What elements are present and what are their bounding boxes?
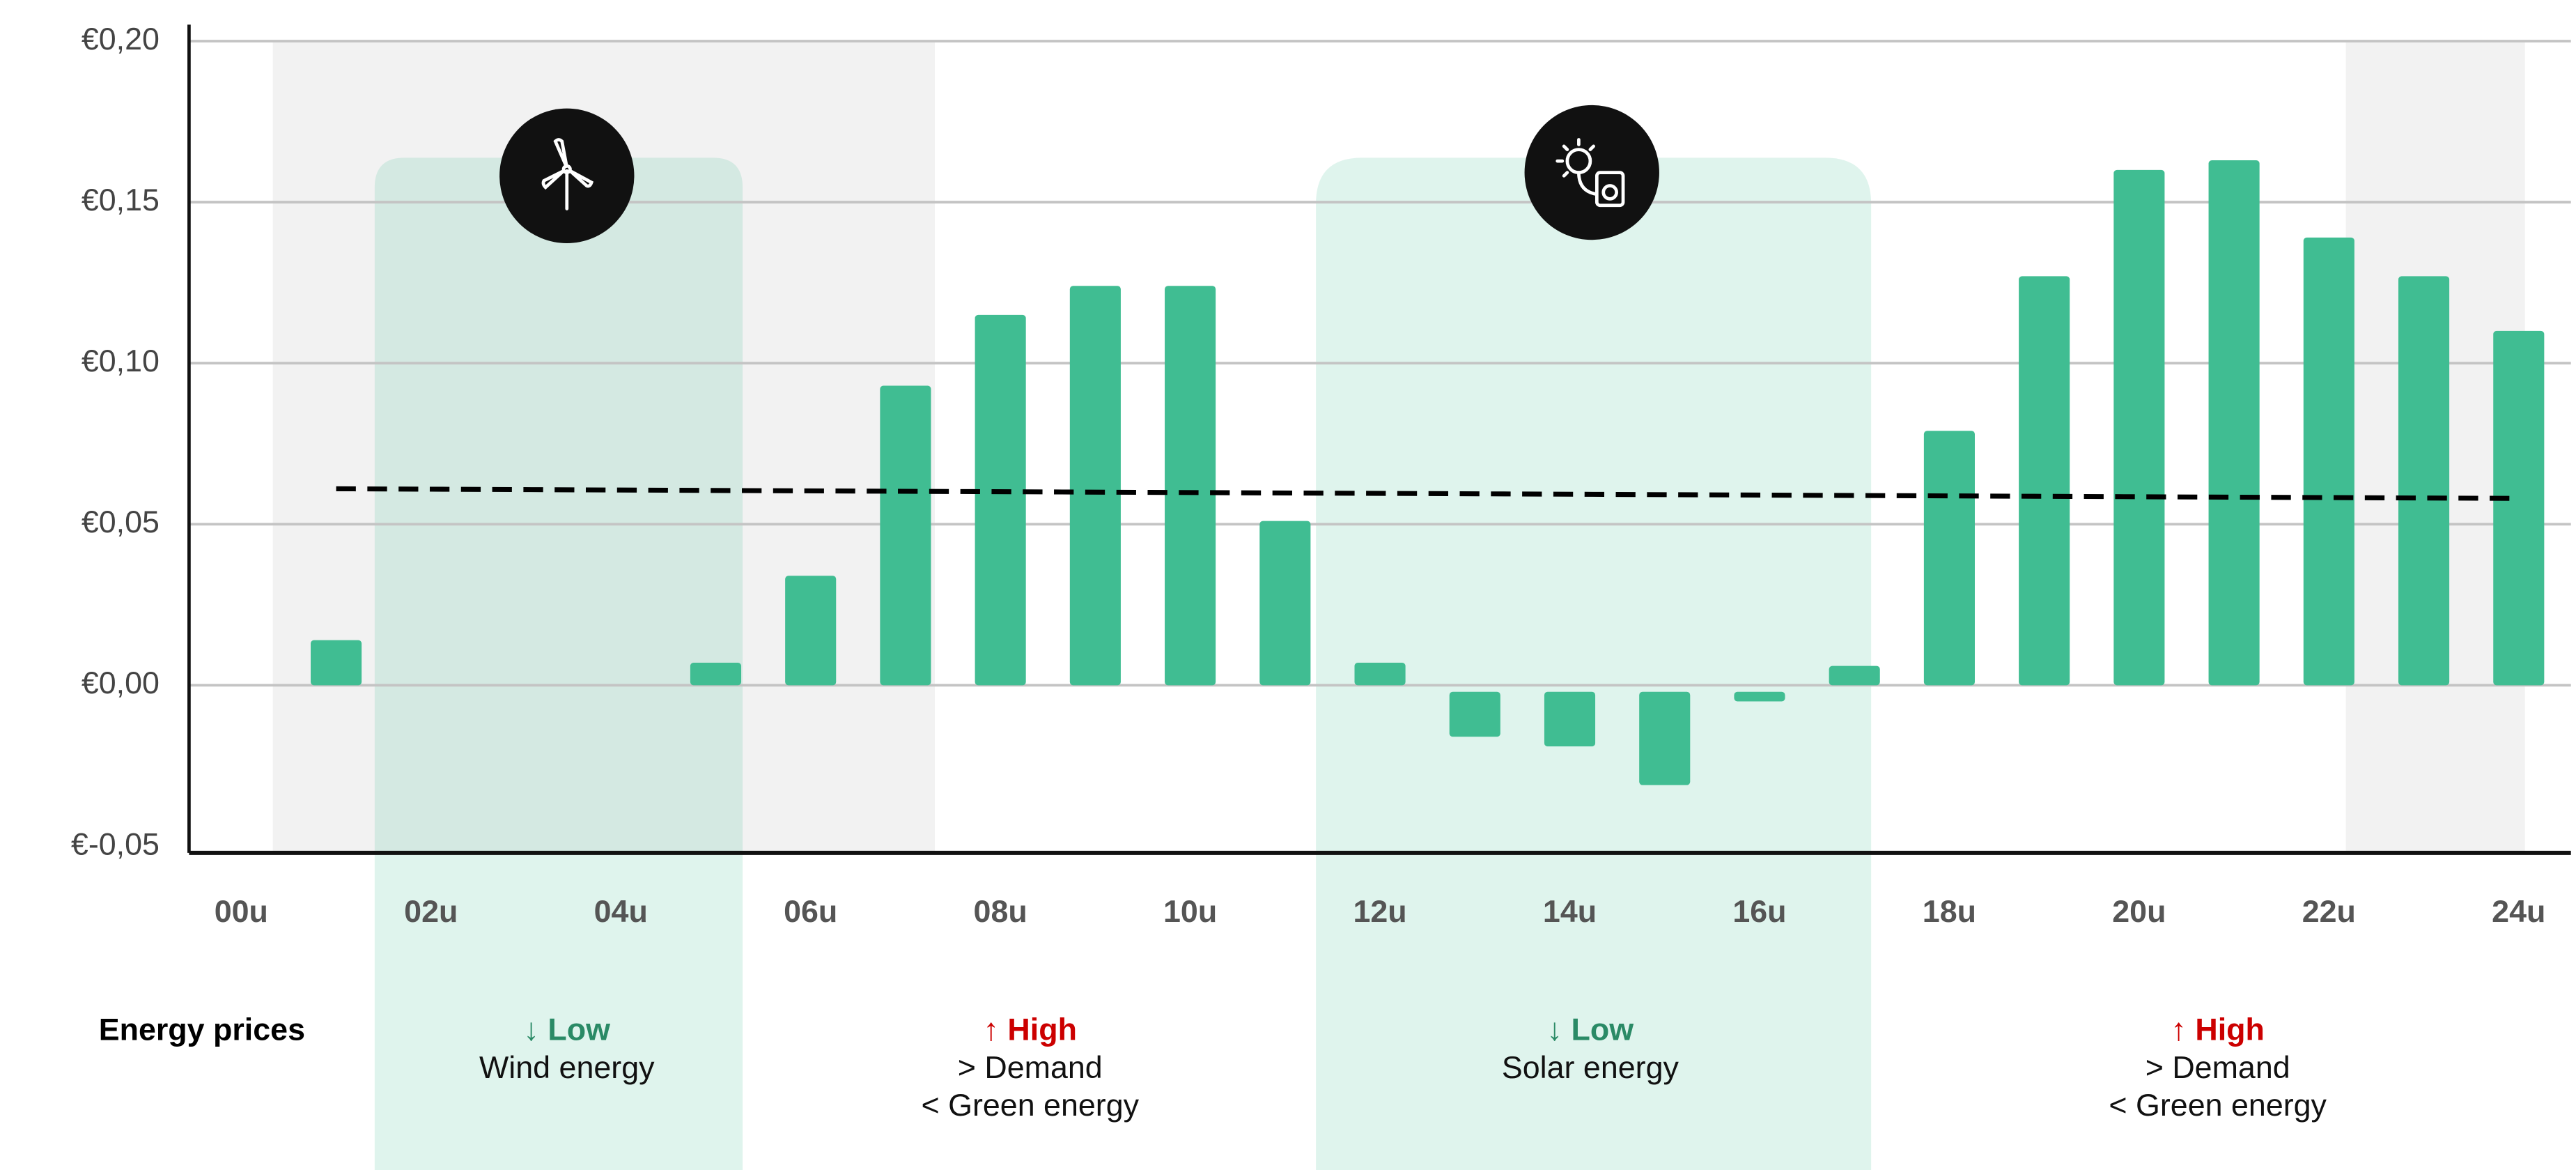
- bar: [1165, 286, 1216, 686]
- note-line: Solar energy: [1502, 1050, 1679, 1085]
- x-tick-label: 24u: [2492, 894, 2545, 929]
- bar: [1544, 691, 1596, 747]
- plot: €-0,05 €0,00 €0,05 €0,10 €0,15 €0,20 00u 02u 04u…: [71, 22, 2571, 929]
- bar: [311, 640, 362, 686]
- note-line: > Demand: [2146, 1050, 2290, 1085]
- solar-zone: [1316, 157, 1872, 1170]
- bar: [2303, 237, 2354, 686]
- note-level: ↑ High: [984, 1013, 1077, 1047]
- x-tick-label: 12u: [1353, 894, 1406, 929]
- bar: [1449, 691, 1500, 737]
- wind-icon: [499, 108, 635, 244]
- x-tick-label: 06u: [784, 894, 837, 929]
- y-tick-label: €0,05: [82, 505, 160, 539]
- bar: [880, 385, 931, 686]
- trend-line: [336, 486, 2519, 501]
- note-line: Wind energy: [479, 1050, 655, 1085]
- y-tick-label: €0,20: [82, 22, 160, 56]
- bar: [1639, 691, 1691, 785]
- note-line: < Green energy: [922, 1088, 1140, 1123]
- bar: [2208, 160, 2260, 686]
- y-tick-label: €-0,05: [71, 826, 160, 861]
- y-tick-label: €0,00: [82, 665, 160, 700]
- note-line: < Green energy: [2109, 1088, 2327, 1123]
- bar: [785, 576, 837, 686]
- bar: [1829, 665, 1880, 686]
- x-tick-label: 20u: [2112, 894, 2166, 929]
- note-level: ↑ High: [2171, 1013, 2265, 1047]
- bar: [1069, 286, 1121, 686]
- y-tick-label: €0,15: [82, 183, 160, 217]
- bar: [975, 314, 1026, 686]
- wind-zone: [374, 157, 743, 1170]
- bar: [1734, 691, 1785, 702]
- x-tick-label: 00u: [215, 894, 268, 929]
- x-tick-label: 08u: [974, 894, 1027, 929]
- bar: [1259, 521, 1311, 686]
- bar: [690, 662, 742, 686]
- row-label: Energy prices: [99, 1013, 305, 1047]
- note-level: ↓ Low: [1547, 1013, 1634, 1047]
- bar: [2493, 330, 2545, 686]
- note-line: > Demand: [958, 1050, 1103, 1085]
- x-tick-label: 16u: [1732, 894, 1786, 929]
- x-tick-label: 22u: [2302, 894, 2356, 929]
- bar: [2398, 276, 2450, 686]
- bar: [1354, 662, 1406, 686]
- x-tick-label: 10u: [1163, 894, 1217, 929]
- x-tick-label: 04u: [594, 894, 648, 929]
- bar: [1923, 431, 1975, 686]
- x-tick-label: 14u: [1543, 894, 1597, 929]
- solar-icon: [1524, 105, 1659, 240]
- x-tick-label: 02u: [404, 894, 458, 929]
- bar: [2019, 276, 2070, 686]
- bar: [2113, 169, 2165, 686]
- x-tick-label: 18u: [1923, 894, 1976, 929]
- y-tick-label: €0,10: [82, 344, 160, 378]
- note-level: ↓ Low: [524, 1013, 611, 1047]
